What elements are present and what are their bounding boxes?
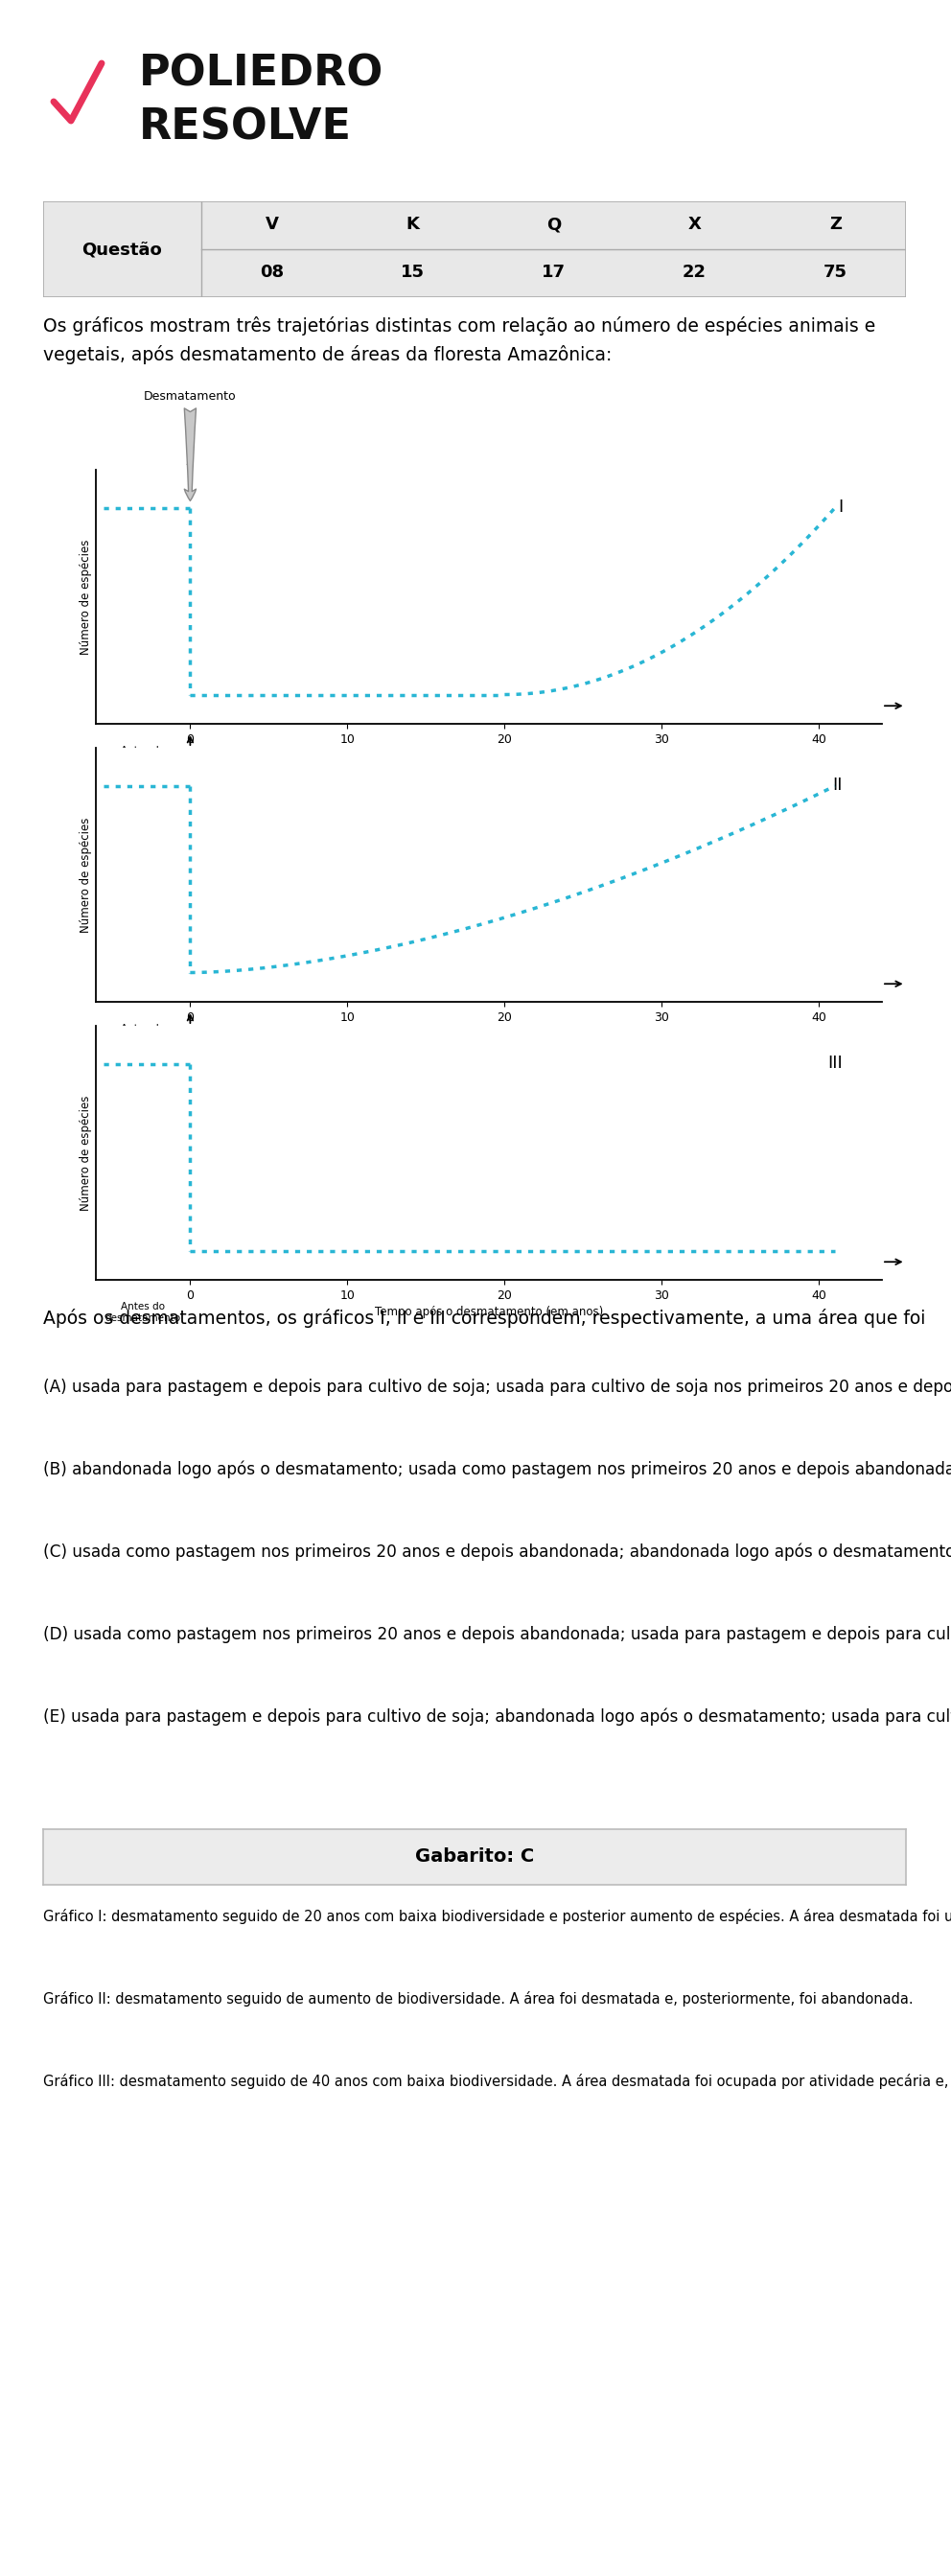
Text: 08: 08 — [260, 263, 283, 281]
Text: Z: Z — [829, 216, 842, 232]
Text: RESOLVE: RESOLVE — [139, 106, 352, 147]
Text: X: X — [688, 216, 701, 232]
Text: (D) usada como pastagem nos primeiros 20 anos e depois abandonada; usada para pa: (D) usada como pastagem nos primeiros 20… — [43, 1625, 951, 1643]
Text: FUVEST: FUVEST — [688, 80, 885, 121]
X-axis label: Tempo após o desmatamento (em anos): Tempo após o desmatamento (em anos) — [375, 1028, 603, 1041]
Text: 22: 22 — [683, 263, 707, 281]
X-axis label: Tempo após o desmatamento (em anos): Tempo após o desmatamento (em anos) — [375, 750, 603, 762]
Text: 15: 15 — [400, 263, 425, 281]
Text: K: K — [406, 216, 419, 232]
X-axis label: Tempo após o desmatamento (em anos): Tempo após o desmatamento (em anos) — [375, 1306, 603, 1319]
Text: III: III — [827, 1056, 843, 1072]
Text: Os gráficos mostram três trajetórias distintas com relação ao número de espécies: Os gráficos mostram três trajetórias dis… — [43, 317, 876, 363]
Text: 17: 17 — [542, 263, 566, 281]
Y-axis label: Número de espécies: Número de espécies — [80, 1095, 92, 1211]
Y-axis label: Número de espécies: Número de espécies — [80, 817, 92, 933]
Text: Antes do
desmatamento: Antes do desmatamento — [106, 747, 181, 768]
Text: (A) usada para pastagem e depois para cultivo de soja; usada para cultivo de soj: (A) usada para pastagem e depois para cu… — [43, 1378, 951, 1396]
Text: Gráfico III: desmatamento seguido de 40 anos com baixa biodiversidade. A área de: Gráfico III: desmatamento seguido de 40 … — [43, 2074, 951, 2089]
Text: Gráfico II: desmatamento seguido de aumento de biodiversidade. A área foi desmat: Gráfico II: desmatamento seguido de aume… — [43, 1991, 913, 2007]
Y-axis label: Número de espécies: Número de espécies — [80, 538, 92, 654]
Text: Antes do
desmatamento: Antes do desmatamento — [106, 1303, 181, 1324]
Text: Gráfico I: desmatamento seguido de 20 anos com baixa biodiversidade e posterior : Gráfico I: desmatamento seguido de 20 an… — [43, 1909, 951, 1924]
Text: Antes do
desmatamento: Antes do desmatamento — [106, 1025, 181, 1046]
Text: Desmatamento: Desmatamento — [144, 392, 237, 500]
Text: POLIEDRO: POLIEDRO — [139, 54, 383, 95]
Text: Q: Q — [546, 216, 561, 232]
Text: II: II — [833, 778, 843, 793]
Text: I: I — [838, 500, 843, 515]
Text: V: V — [265, 216, 279, 232]
Text: (E) usada para pastagem e depois para cultivo de soja; abandonada logo após o de: (E) usada para pastagem e depois para cu… — [43, 1708, 951, 1726]
Text: 75: 75 — [824, 263, 847, 281]
Text: (B) abandonada logo após o desmatamento; usada como pastagem nos primeiros 20 an: (B) abandonada logo após o desmatamento;… — [43, 1461, 951, 1479]
Text: Gabarito: C: Gabarito: C — [415, 1847, 534, 1865]
Text: (C) usada como pastagem nos primeiros 20 anos e depois abandonada; abandonada lo: (C) usada como pastagem nos primeiros 20… — [43, 1543, 951, 1561]
Text: Após os desmatamentos, os gráficos I, II e III correspondem, respectivamente, a : Após os desmatamentos, os gráficos I, II… — [43, 1309, 925, 1327]
Text: Questão: Questão — [82, 240, 163, 258]
